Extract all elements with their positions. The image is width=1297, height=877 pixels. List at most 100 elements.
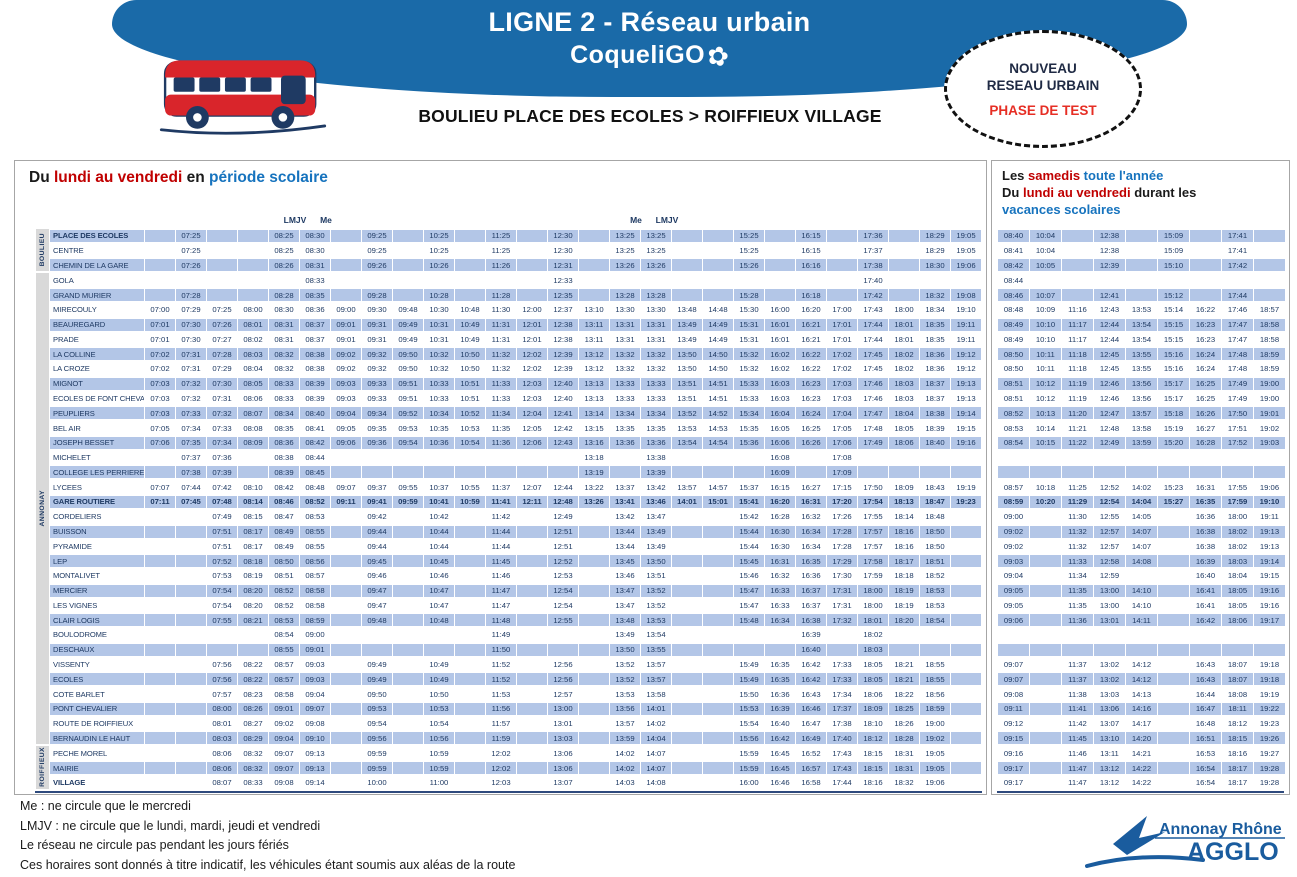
time-cell: 18:56 xyxy=(925,689,945,699)
time-cell xyxy=(703,747,733,759)
time-cell xyxy=(672,570,702,582)
time-cell: 13:03 xyxy=(1099,689,1120,699)
time-cell xyxy=(672,732,702,745)
time-cell: 08:09 xyxy=(238,436,268,449)
time-cell: 07:51 xyxy=(207,525,237,538)
time-cell xyxy=(1030,688,1061,700)
time-cell: 08:49 xyxy=(998,318,1029,331)
time-cell xyxy=(517,702,547,715)
time-cell: 08:14 xyxy=(238,495,268,508)
stop-row: GRAND MURIER 07:28 08:28 08:35 09:28 10:28 11:… xyxy=(50,288,993,303)
time-cell: 12:31 xyxy=(548,259,578,272)
time-cell xyxy=(1254,289,1285,302)
time-cell: 17:31 xyxy=(832,600,852,610)
time-cell xyxy=(176,525,206,538)
time-cell xyxy=(703,540,733,552)
time-cell: 15:15 xyxy=(1158,318,1189,331)
time-cell: 11:00 xyxy=(429,778,449,788)
time-cell: 12:49 xyxy=(1094,436,1125,449)
title-part: période scolaire xyxy=(209,169,328,186)
time-cell: 10:11 xyxy=(1036,364,1055,374)
time-cell xyxy=(517,466,547,479)
time-cell: 09:31 xyxy=(367,334,387,344)
time-cell: 19:14 xyxy=(951,407,981,420)
time-cell: 12:54 xyxy=(553,600,573,610)
time-cell: 13:12 xyxy=(579,348,609,361)
time-cell xyxy=(331,555,361,568)
time-cell: 07:03 xyxy=(150,393,170,403)
agglo-logo-text1: Annonay Rhône xyxy=(1159,821,1282,838)
time-cell: 13:55 xyxy=(641,643,671,656)
stop-row: CHEMIN DE LA GARE 07:26 08:26 08:31 09:26 10:… xyxy=(50,258,993,273)
time-cell xyxy=(1158,511,1189,523)
stop-row: 08:49 10:10 11:17 12:44 13:54 15:15 16:23 17:47… xyxy=(998,317,1286,332)
time-cell xyxy=(362,629,392,641)
time-cell: 19:18 xyxy=(1259,660,1280,670)
stop-row xyxy=(998,465,1286,480)
time-cell: 16:01 xyxy=(770,334,790,344)
time-cell: 18:47 xyxy=(920,495,950,508)
stop-name: CLAIR LOGIS xyxy=(50,614,144,627)
time-cell: 10:25 xyxy=(424,229,454,242)
time-cell xyxy=(672,229,702,242)
time-cell xyxy=(920,274,950,286)
stop-row: 08:46 10:07 12:41 15:12 17:44 xyxy=(998,288,1286,303)
time-cell: 13:32 xyxy=(610,348,640,361)
time-cell: 18:54 xyxy=(920,614,950,627)
time-cell: 09:59 xyxy=(367,748,387,758)
time-cell: 18:02 xyxy=(1222,525,1253,538)
time-cell xyxy=(1062,466,1093,479)
time-cell: 08:49 xyxy=(1003,334,1024,344)
time-cell: 16:25 xyxy=(1190,377,1221,390)
time-cell xyxy=(517,777,547,789)
time-cell: 17:38 xyxy=(858,259,888,272)
time-cell: 09:04 xyxy=(331,407,361,420)
time-cell xyxy=(1030,540,1061,552)
time-cell: 17:02 xyxy=(832,364,852,374)
time-cell: 11:32 xyxy=(491,364,511,374)
time-cell: 08:42 xyxy=(300,436,330,449)
time-cell xyxy=(765,643,795,656)
time-cell xyxy=(393,614,423,627)
time-cell: 08:59 xyxy=(300,614,330,627)
title-part: en xyxy=(182,169,209,186)
time-cell xyxy=(1062,229,1093,242)
time-cell xyxy=(331,614,361,627)
time-cell: 09:00 xyxy=(305,630,325,640)
time-cell: 15:20 xyxy=(1158,436,1189,449)
time-cell: 13:47 xyxy=(610,584,640,597)
time-cell: 14:54 xyxy=(703,436,733,449)
time-cell: 13:11 xyxy=(1100,748,1119,758)
time-cell: 13:56 xyxy=(1126,377,1157,390)
time-cell xyxy=(920,466,950,479)
time-cell xyxy=(889,643,919,656)
brand-name: CoqueliGO xyxy=(570,41,706,69)
time-cell: 07:32 xyxy=(176,377,206,390)
time-cell: 18:10 xyxy=(863,719,883,729)
time-cell: 09:00 xyxy=(1003,512,1024,522)
time-cell: 12:41 xyxy=(548,407,578,420)
time-cell: 09:47 xyxy=(367,600,387,610)
stop-row: VILLAGE 08:07 08:33 09:08 09:14 10:00 11:00 12:… xyxy=(50,775,993,790)
time-cell xyxy=(1030,274,1061,286)
time-cell: 16:42 xyxy=(765,732,795,745)
column-label-empty xyxy=(156,213,186,229)
time-cell xyxy=(145,762,175,775)
time-cell: 11:59 xyxy=(486,732,516,745)
time-cell: 08:50 xyxy=(1003,364,1024,374)
time-cell xyxy=(1126,466,1157,479)
time-cell: 11:33 xyxy=(1062,555,1093,568)
time-cell xyxy=(238,466,268,479)
time-cell: 12:02 xyxy=(486,762,516,775)
time-cell: 16:01 xyxy=(765,318,795,331)
time-cell xyxy=(176,673,206,686)
column-labels-row: LMJV Me Me LMJV xyxy=(50,213,993,229)
time-cell: 16:22 xyxy=(796,348,826,361)
time-cell: 18:09 xyxy=(894,482,914,492)
time-cell xyxy=(1190,274,1221,286)
time-cell: 15:42 xyxy=(739,512,759,522)
time-cell: 08:26 xyxy=(269,259,299,272)
time-cell: 16:45 xyxy=(765,762,795,775)
time-cell: 08:53 xyxy=(305,512,325,522)
time-cell xyxy=(1126,259,1157,272)
